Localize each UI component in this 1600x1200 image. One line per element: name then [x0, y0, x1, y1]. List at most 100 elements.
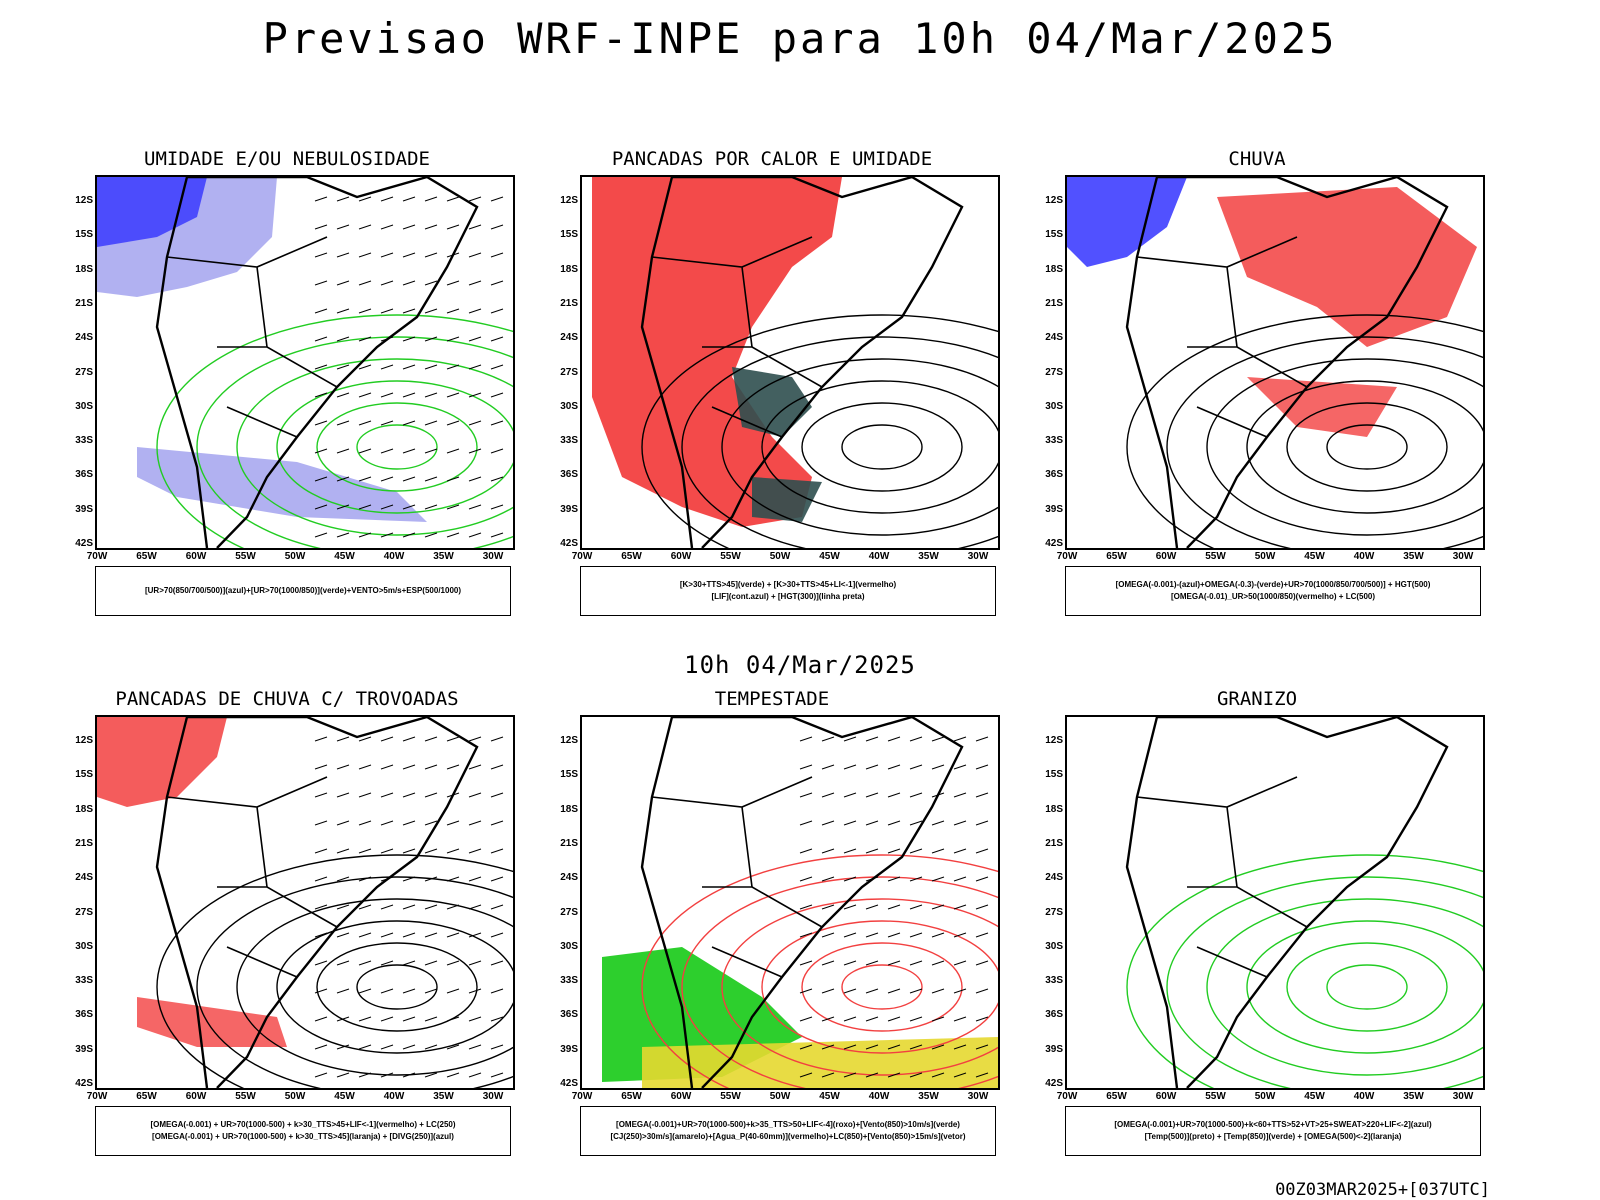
wind-vector: [468, 392, 482, 398]
wind-vector: [380, 336, 394, 342]
wind-vector: [336, 252, 350, 258]
wind-vector: [336, 876, 350, 882]
wind-vector: [975, 736, 989, 742]
wind-vector: [887, 792, 901, 798]
wind-vector: [402, 308, 416, 314]
lat-tick: 39S: [1045, 503, 1063, 515]
wind-vector: [424, 448, 438, 454]
wind-vector: [490, 364, 504, 370]
wind-vector: [821, 904, 835, 910]
wind-vector: [490, 792, 504, 798]
wind-vector: [490, 308, 504, 314]
lon-tick: 40W: [1353, 551, 1375, 562]
lon-tick: 35W: [433, 1091, 454, 1102]
lon-tick: 50W: [284, 1091, 306, 1102]
wind-vector: [887, 988, 901, 994]
wind-vector: [358, 904, 372, 910]
wind-vector: [380, 1016, 394, 1022]
wind-vector: [909, 876, 923, 882]
wind-vector: [358, 1072, 372, 1078]
wind-vector: [909, 1072, 923, 1078]
wind-vector: [424, 1044, 438, 1050]
wind-vector: [358, 1044, 372, 1050]
wind-vector: [402, 932, 416, 938]
wind-vector: [336, 532, 350, 538]
wind-vector: [314, 764, 328, 770]
wind-vector: [424, 1072, 438, 1078]
isoline: [721, 898, 998, 1076]
wind-vector: [490, 1016, 504, 1022]
isoline: [841, 424, 923, 470]
wind-vector: [931, 932, 945, 938]
wind-vector: [490, 736, 504, 742]
isoline: [1126, 854, 1483, 1088]
wind-vector: [380, 224, 394, 230]
lat-tick: 24S: [1045, 332, 1063, 344]
wind-vector: [446, 960, 460, 966]
map-canvas: [592, 177, 998, 548]
lat-tick: 12S: [560, 735, 578, 746]
wind-vector: [953, 876, 967, 882]
wind-vector: [931, 988, 945, 994]
lat-tick: 21S: [560, 297, 578, 309]
wind-vector: [424, 988, 438, 994]
wind-vector: [336, 792, 350, 798]
wind-vector: [358, 876, 372, 882]
wind-vector: [887, 1072, 901, 1078]
political-borders: [1136, 236, 1308, 438]
wind-vector: [843, 1044, 857, 1050]
wind-vector: [887, 876, 901, 882]
panel-title: TEMPESTADE: [714, 688, 830, 710]
thunder-red-north: [97, 717, 227, 807]
wind-vector: [446, 308, 460, 314]
isoline: [1326, 424, 1408, 470]
convection-teal-south: [752, 477, 822, 522]
rain-red-south: [1247, 377, 1397, 437]
wind-vector: [314, 904, 328, 910]
wind-vector: [402, 504, 416, 510]
wind-vector: [380, 1044, 394, 1050]
legend-line: [OMEGA(-0.001)-(azul)+OMEGA(-0.3)-(verde…: [1115, 580, 1431, 589]
wind-vector: [402, 252, 416, 258]
isoline: [196, 876, 513, 1088]
wind-vector: [446, 764, 460, 770]
lat-tick: 24S: [75, 872, 93, 884]
wind-vector: [821, 1016, 835, 1022]
lon-tick: 65W: [621, 1091, 642, 1102]
wind-vector: [358, 336, 372, 342]
wind-vector: [336, 476, 350, 482]
isoline: [356, 964, 438, 1010]
wind-vector: [446, 932, 460, 938]
wind-vector: [446, 476, 460, 482]
wind-vector: [468, 736, 482, 742]
wind-vector: [314, 1072, 328, 1078]
wind-vector: [468, 252, 482, 258]
wind-vector: [424, 476, 438, 482]
wind-vector: [358, 1016, 372, 1022]
wind-vector: [887, 960, 901, 966]
coastline: [1125, 177, 1449, 548]
wind-vector: [446, 1044, 460, 1050]
wind-vector: [402, 420, 416, 426]
wind-vector: [468, 420, 482, 426]
wind-vector: [843, 932, 857, 938]
wind-vector: [490, 764, 504, 770]
wind-vector: [887, 820, 901, 826]
lat-tick: 30S: [1045, 400, 1063, 412]
wind-vector: [975, 960, 989, 966]
wind-vector: [468, 280, 482, 286]
wind-vector: [314, 532, 328, 538]
wind-vector: [975, 820, 989, 826]
lat-tick: 36S: [560, 469, 578, 481]
legend-line: [UR>70(850/700/500)](azul)+[UR>70(1000/8…: [144, 586, 462, 595]
wind-vector: [490, 420, 504, 426]
political-borders: [1136, 776, 1308, 978]
wind-vector: [490, 820, 504, 826]
wind-vector: [909, 792, 923, 798]
lon-tick: 40W: [383, 551, 405, 562]
isoline: [1206, 358, 1483, 536]
isoline: [156, 854, 513, 1088]
wind-vector: [931, 876, 945, 882]
wind-vector: [380, 196, 394, 202]
wind-vector: [424, 252, 438, 258]
